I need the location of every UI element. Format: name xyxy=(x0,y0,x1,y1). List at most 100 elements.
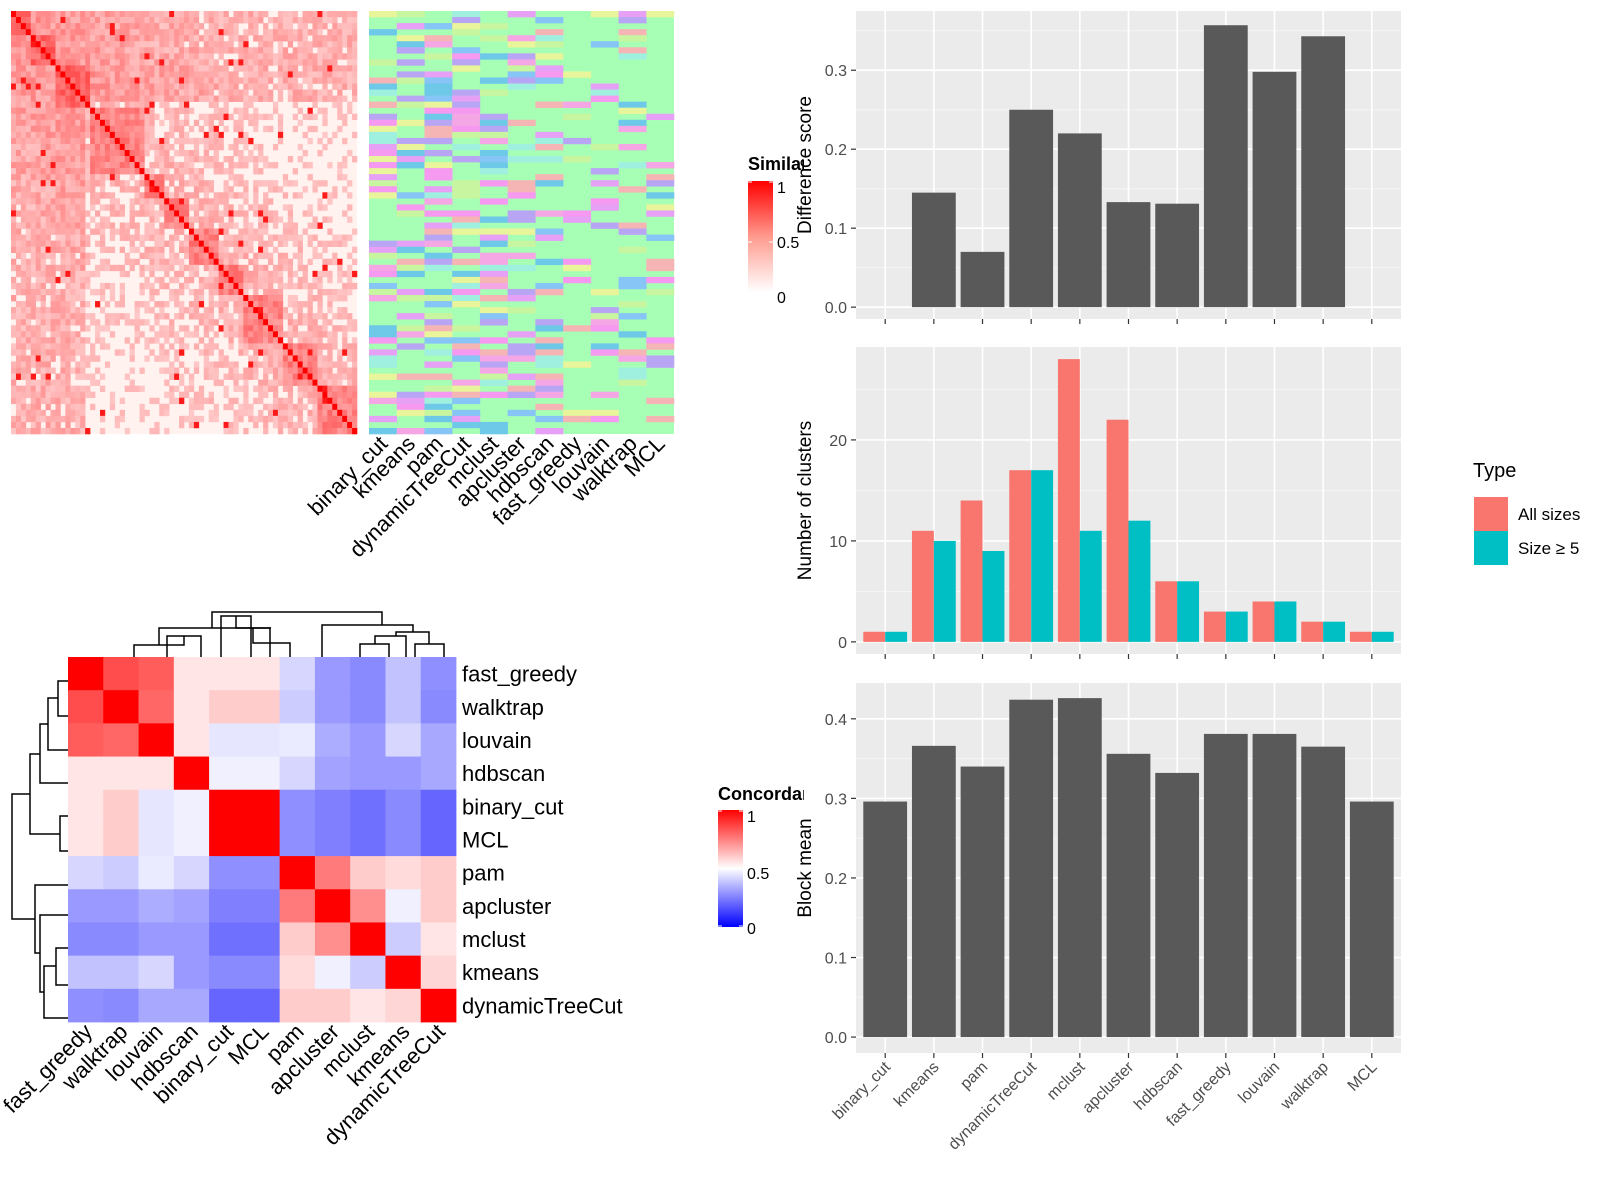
concordance-cell xyxy=(173,889,210,923)
similarity-cell xyxy=(20,23,27,30)
similarity-cell xyxy=(40,119,46,127)
similarity-cell xyxy=(25,331,32,338)
similarity-cell xyxy=(104,71,111,78)
similarity-cell xyxy=(95,65,101,72)
similarity-cell xyxy=(253,228,259,235)
similarity-cell xyxy=(179,264,185,272)
similarity-cell xyxy=(248,331,254,338)
y-tick-label: 20 xyxy=(829,433,847,450)
similarity-cell xyxy=(139,282,145,290)
similarity-cell xyxy=(277,41,284,48)
similarity-cell xyxy=(253,168,259,175)
similarity-cell xyxy=(124,125,130,133)
similarity-cell xyxy=(352,325,358,332)
similarity-cell xyxy=(99,216,106,223)
similarity-cell xyxy=(327,397,333,405)
similarity-cell xyxy=(263,264,269,272)
similarity-cell xyxy=(15,325,22,332)
similarity-cell xyxy=(292,349,298,356)
similarity-cell xyxy=(203,11,210,18)
label-cell xyxy=(396,288,425,296)
similarity-cell xyxy=(193,415,200,423)
similarity-cell xyxy=(60,107,66,115)
similarity-cell xyxy=(208,71,214,78)
similarity-cell xyxy=(218,41,224,48)
similarity-cell xyxy=(114,228,121,235)
label-cell xyxy=(646,288,675,296)
label-cell xyxy=(424,35,453,42)
similarity-cell xyxy=(20,35,27,42)
similarity-cell xyxy=(20,53,27,60)
similarity-cell xyxy=(208,41,214,48)
similarity-cell xyxy=(65,89,71,96)
similarity-cell xyxy=(139,204,145,211)
similarity-cell xyxy=(30,65,37,72)
label-cell xyxy=(479,149,508,157)
similarity-cell xyxy=(149,35,155,42)
similarity-cell xyxy=(95,77,101,84)
similarity-cell xyxy=(213,361,219,368)
similarity-cell xyxy=(25,35,32,42)
similarity-cell xyxy=(15,89,22,96)
similarity-cell xyxy=(11,385,17,392)
label-cell xyxy=(507,77,536,84)
label-cell xyxy=(479,379,508,386)
similarity-cell xyxy=(65,397,71,405)
similarity-cell xyxy=(75,77,81,84)
similarity-cell xyxy=(114,204,121,211)
similarity-cell xyxy=(80,29,86,36)
label-cell xyxy=(424,41,453,48)
similarity-cell xyxy=(228,95,234,102)
similarity-cell xyxy=(154,216,160,223)
similarity-cell xyxy=(20,391,27,399)
similarity-cell xyxy=(15,403,22,411)
similarity-cell xyxy=(193,168,200,175)
similarity-cell xyxy=(159,77,165,84)
similarity-cell xyxy=(258,17,264,24)
similarity-cell xyxy=(243,246,249,254)
similarity-cell xyxy=(253,385,259,392)
similarity-cell xyxy=(184,282,190,290)
similarity-cell xyxy=(35,77,41,84)
similarity-cell xyxy=(114,162,121,169)
similarity-cell xyxy=(253,17,259,24)
label-cell xyxy=(479,421,508,429)
similarity-cell xyxy=(35,17,41,24)
similarity-cell xyxy=(70,337,76,344)
similarity-cell xyxy=(174,162,180,169)
label-cell xyxy=(535,41,564,48)
similarity-cell xyxy=(11,421,17,429)
y-axis-label: Difference score xyxy=(795,96,816,234)
label-cell xyxy=(479,361,508,368)
concordance-cell xyxy=(244,988,281,1023)
similarity-cell xyxy=(282,192,289,199)
similarity-cell xyxy=(307,325,313,332)
similarity-cell xyxy=(268,288,274,296)
similarity-cell xyxy=(238,301,244,308)
similarity-cell xyxy=(322,367,328,374)
similarity-cell xyxy=(228,258,234,266)
similarity-cell xyxy=(30,246,37,254)
similarity-cell xyxy=(208,180,214,187)
similarity-cell xyxy=(15,113,22,121)
similarity-cell xyxy=(80,385,86,392)
similarity-cell xyxy=(144,29,150,36)
similarity-cell xyxy=(35,113,41,121)
similarity-cell xyxy=(55,101,61,108)
similarity-cell xyxy=(119,282,125,290)
similarity-cell xyxy=(292,361,298,368)
similarity-cell xyxy=(40,373,46,380)
similarity-cell xyxy=(85,95,91,102)
similarity-cell xyxy=(327,216,333,223)
similarity-cell xyxy=(40,83,46,90)
similarity-cell xyxy=(238,246,244,254)
similarity-cell xyxy=(50,409,56,417)
similarity-cell xyxy=(203,204,210,211)
similarity-cell xyxy=(179,397,185,405)
similarity-cell xyxy=(184,77,190,84)
similarity-cell xyxy=(302,301,308,308)
similarity-cell xyxy=(70,47,76,54)
similarity-cell xyxy=(218,17,224,24)
similarity-cell xyxy=(228,343,234,350)
label-cell xyxy=(507,65,536,72)
